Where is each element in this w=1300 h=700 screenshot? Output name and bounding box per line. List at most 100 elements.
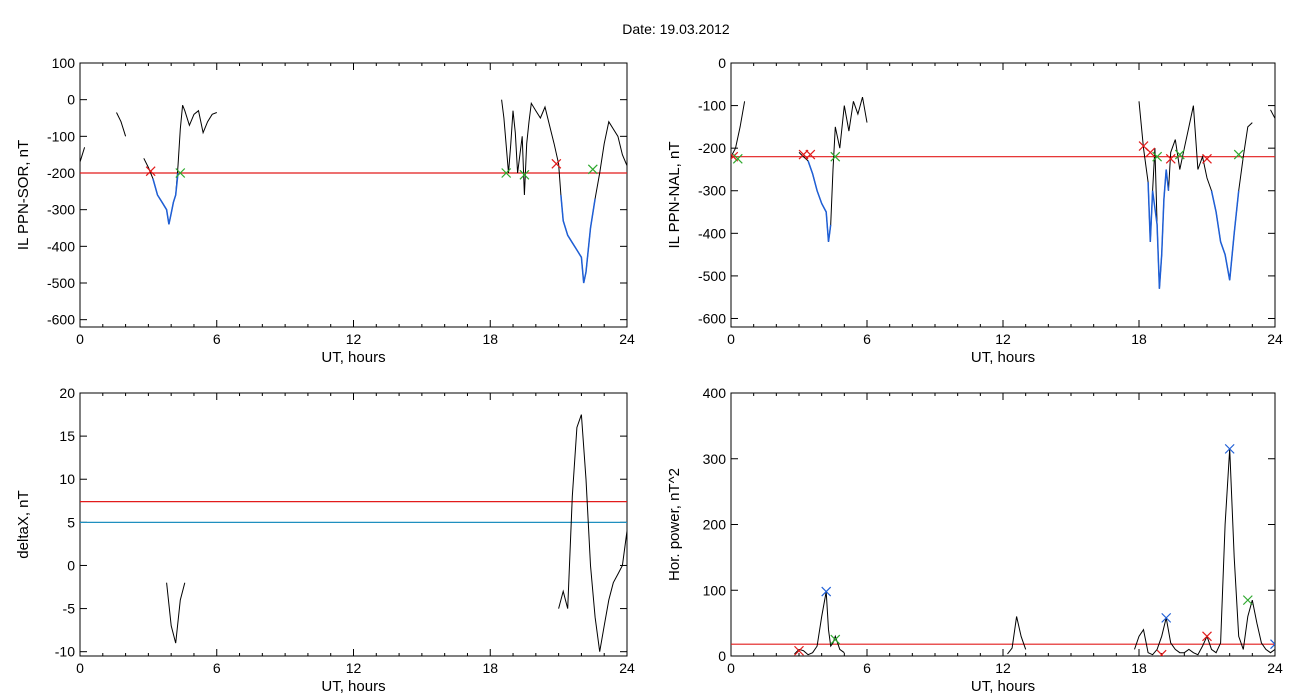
y-tick-label: -500 (47, 275, 75, 291)
x-tick-label: 24 (619, 660, 635, 676)
y-axis-label: IL PPN-NAL, nT (666, 142, 683, 249)
data-line-blue (1147, 169, 1170, 289)
y-tick-label: 10 (59, 471, 75, 487)
data-line-blue (152, 172, 179, 225)
data-marker-green (1242, 595, 1253, 606)
x-tick-label: 0 (76, 331, 84, 347)
data-line-black (166, 582, 186, 644)
data-marker-blue (1270, 639, 1275, 650)
marker-stroke (732, 153, 743, 164)
plot-data (80, 99, 627, 284)
data-marker-green (175, 168, 186, 178)
data-marker-green (501, 168, 512, 178)
data-line-black (1007, 616, 1027, 655)
marker-stroke (1165, 153, 1176, 164)
data-line-black (116, 112, 127, 137)
y-tick-label: 100 (703, 582, 727, 598)
data-marker-red (1202, 631, 1212, 642)
y-tick-label: -10 (55, 644, 75, 660)
data-marker-green (732, 153, 743, 164)
marker-stroke (794, 645, 804, 656)
data-marker-red (1165, 153, 1176, 164)
marker-stroke (501, 168, 512, 178)
data-line-black (501, 99, 627, 284)
data-marker-green (1174, 149, 1185, 160)
data-marker-green (1152, 151, 1163, 162)
marker-stroke (830, 151, 841, 162)
plot-data (731, 443, 1275, 656)
data-line-black (798, 96, 868, 242)
x-tick-label: 18 (482, 331, 498, 347)
y-tick-label: 400 (703, 385, 727, 401)
x-tick-label: 6 (213, 660, 221, 676)
x-tick-label: 12 (346, 660, 362, 676)
y-tick-label: 20 (59, 385, 75, 401)
x-tick-label: 18 (1131, 660, 1147, 676)
y-tick-label: 300 (703, 451, 727, 467)
data-marker-blue (821, 586, 832, 597)
x-tick-label: 0 (727, 331, 735, 347)
y-tick-label: 0 (67, 557, 75, 573)
marker-stroke (175, 168, 186, 178)
y-tick-label: -100 (698, 98, 726, 114)
x-tick-label: 18 (1131, 331, 1147, 347)
y-tick-label: -200 (698, 140, 726, 156)
y-tick-label: -300 (698, 183, 726, 199)
y-tick-label: 0 (718, 648, 726, 664)
data-line-black (794, 591, 845, 656)
figure-title: Date: 19.03.2012 (622, 21, 730, 37)
y-tick-label: -5 (63, 601, 76, 617)
data-marker-green (830, 151, 841, 162)
data-marker-red (551, 158, 562, 169)
plot-frame (730, 392, 1276, 657)
data-line-blue (1210, 190, 1240, 281)
plot-data (80, 414, 627, 652)
data-line-black (80, 147, 86, 163)
y-tick-label: -600 (698, 310, 726, 326)
y-tick-label: -400 (698, 225, 726, 241)
marker-stroke (1145, 147, 1156, 158)
marker-stroke (731, 151, 739, 160)
data-marker-red (805, 149, 816, 160)
x-tick-label: 18 (482, 660, 498, 676)
marker-stroke (1159, 649, 1167, 656)
y-tick-label: 5 (67, 514, 75, 530)
marker-stroke (830, 634, 841, 645)
y-tick-label: -600 (47, 312, 75, 328)
plot-data (731, 96, 1275, 289)
panel-3: 0 6 12 18 24 -10 -5 0 5 10 15 20 UT, hours deltaX, nT (15, 385, 635, 695)
panel-1: 0 6 12 18 24 -600 -500 -400 -300 -200 -100 0 100 UT, … (15, 55, 635, 366)
marker-stroke (1233, 149, 1244, 160)
x-tick-label: 6 (863, 331, 871, 347)
y-axis-label: IL PPN-SOR, nT (15, 140, 32, 250)
panel-4: 0 6 12 18 24 0 100 200 300 400 UT, hours Hor. power… (666, 385, 1283, 695)
x-tick-label: 24 (1267, 331, 1283, 347)
data-line-black (1134, 448, 1275, 656)
y-tick-label: 200 (703, 517, 727, 533)
x-axis-label: UT, hours (321, 349, 385, 366)
x-tick-label: 0 (727, 660, 735, 676)
x-axis-label: UT, hours (321, 678, 385, 695)
data-line-black (1138, 101, 1253, 289)
marker-stroke (1224, 443, 1235, 454)
data-marker-red (1156, 649, 1167, 656)
marker-stroke (1174, 149, 1185, 160)
x-tick-label: 6 (213, 331, 221, 347)
x-tick-label: 24 (619, 331, 635, 347)
y-tick-label: 100 (52, 55, 76, 71)
y-axis-label: Hor. power, nT^2 (666, 468, 683, 581)
data-marker-green (519, 169, 530, 180)
x-tick-label: 12 (995, 331, 1011, 347)
data-marker-green (587, 164, 598, 175)
panel-2: 0 6 12 18 24 -600 -500 -400 -300 -200 -100 0 UT, hou… (666, 55, 1283, 366)
data-line-black (143, 105, 217, 225)
x-tick-label: 12 (995, 660, 1011, 676)
marker-stroke (1270, 643, 1275, 650)
data-line-black (731, 101, 746, 157)
marker-stroke (1138, 141, 1149, 151)
y-axis-label: deltaX, nT (15, 490, 32, 558)
x-tick-label: 0 (76, 660, 84, 676)
data-marker-red (145, 166, 156, 177)
marker-stroke (519, 169, 530, 180)
